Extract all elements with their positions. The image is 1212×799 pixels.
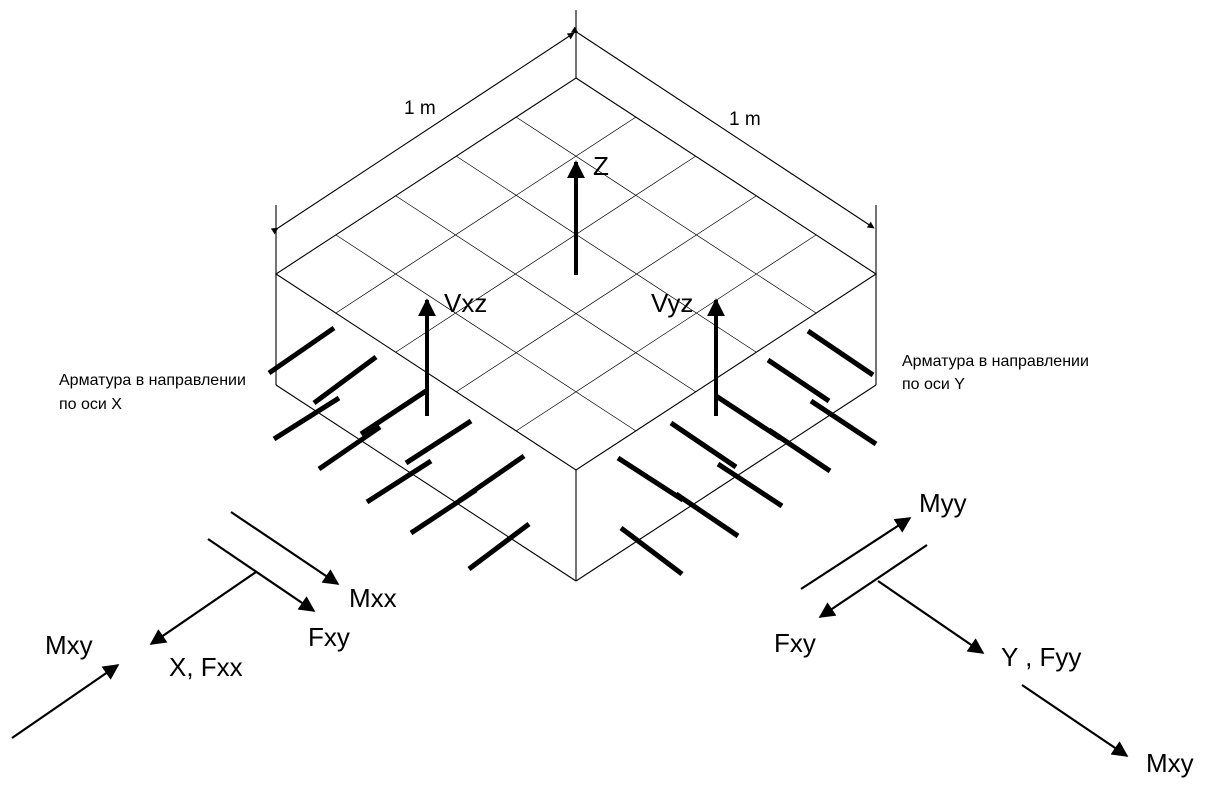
mxx-label: Mxx (349, 583, 397, 613)
vyz-label: Vyz (651, 288, 693, 318)
x-fxx-label: X, Fxx (169, 652, 243, 682)
myy-label: Myy (919, 488, 967, 518)
plate-bottom-right-edge (575, 384, 877, 582)
right-force-vectors: Myy Fxy Y , Fyy Mxy (774, 488, 1194, 778)
mxy-left-arrow (11, 664, 120, 739)
z-axis-label: Z (593, 151, 609, 181)
fxy-left-label: Fxy (308, 622, 350, 652)
y-fyy-arrow (877, 580, 985, 654)
mxy-right-arrow (1021, 684, 1129, 757)
rebar-x-note-line1: Арматура в направлении (59, 372, 246, 389)
rebar-x-direction (267, 325, 531, 571)
dim-label-right: 1 m (729, 109, 761, 130)
rebar-y-note-line2: по оси Y (902, 376, 965, 393)
fxy-right-arrow (818, 544, 928, 618)
mxy-left-label: Mxy (45, 630, 93, 660)
fxy-right-label: Fxy (774, 628, 816, 658)
vxz-label: Vxz (444, 288, 487, 318)
myy-arrow (800, 517, 912, 590)
y-fyy-label: Y , Fyy (1001, 642, 1081, 672)
plate-outline (274, 77, 878, 582)
mxx-arrow (230, 511, 340, 585)
dim-line-right (570, 26, 875, 229)
rebar-y-direction (616, 328, 878, 576)
dimension-lines: 1 m 1 m (270, 10, 877, 274)
x-fxx-arrow (149, 571, 257, 645)
fxy-left-arrow (207, 538, 316, 612)
vertical-arrows: Z Vxz Vyz (418, 151, 725, 416)
rebar-x-note-line2: по оси X (59, 396, 122, 413)
rebar-y-note-line1: Арматура в направлении (902, 353, 1089, 370)
dim-label-left: 1 m (404, 98, 436, 119)
dim-line-left (270, 32, 575, 235)
mxy-right-label: Mxy (1146, 748, 1194, 778)
plate-bottom-left-edge (275, 384, 577, 582)
left-force-vectors: Mxx Fxy X, Fxx Mxy (11, 511, 397, 739)
